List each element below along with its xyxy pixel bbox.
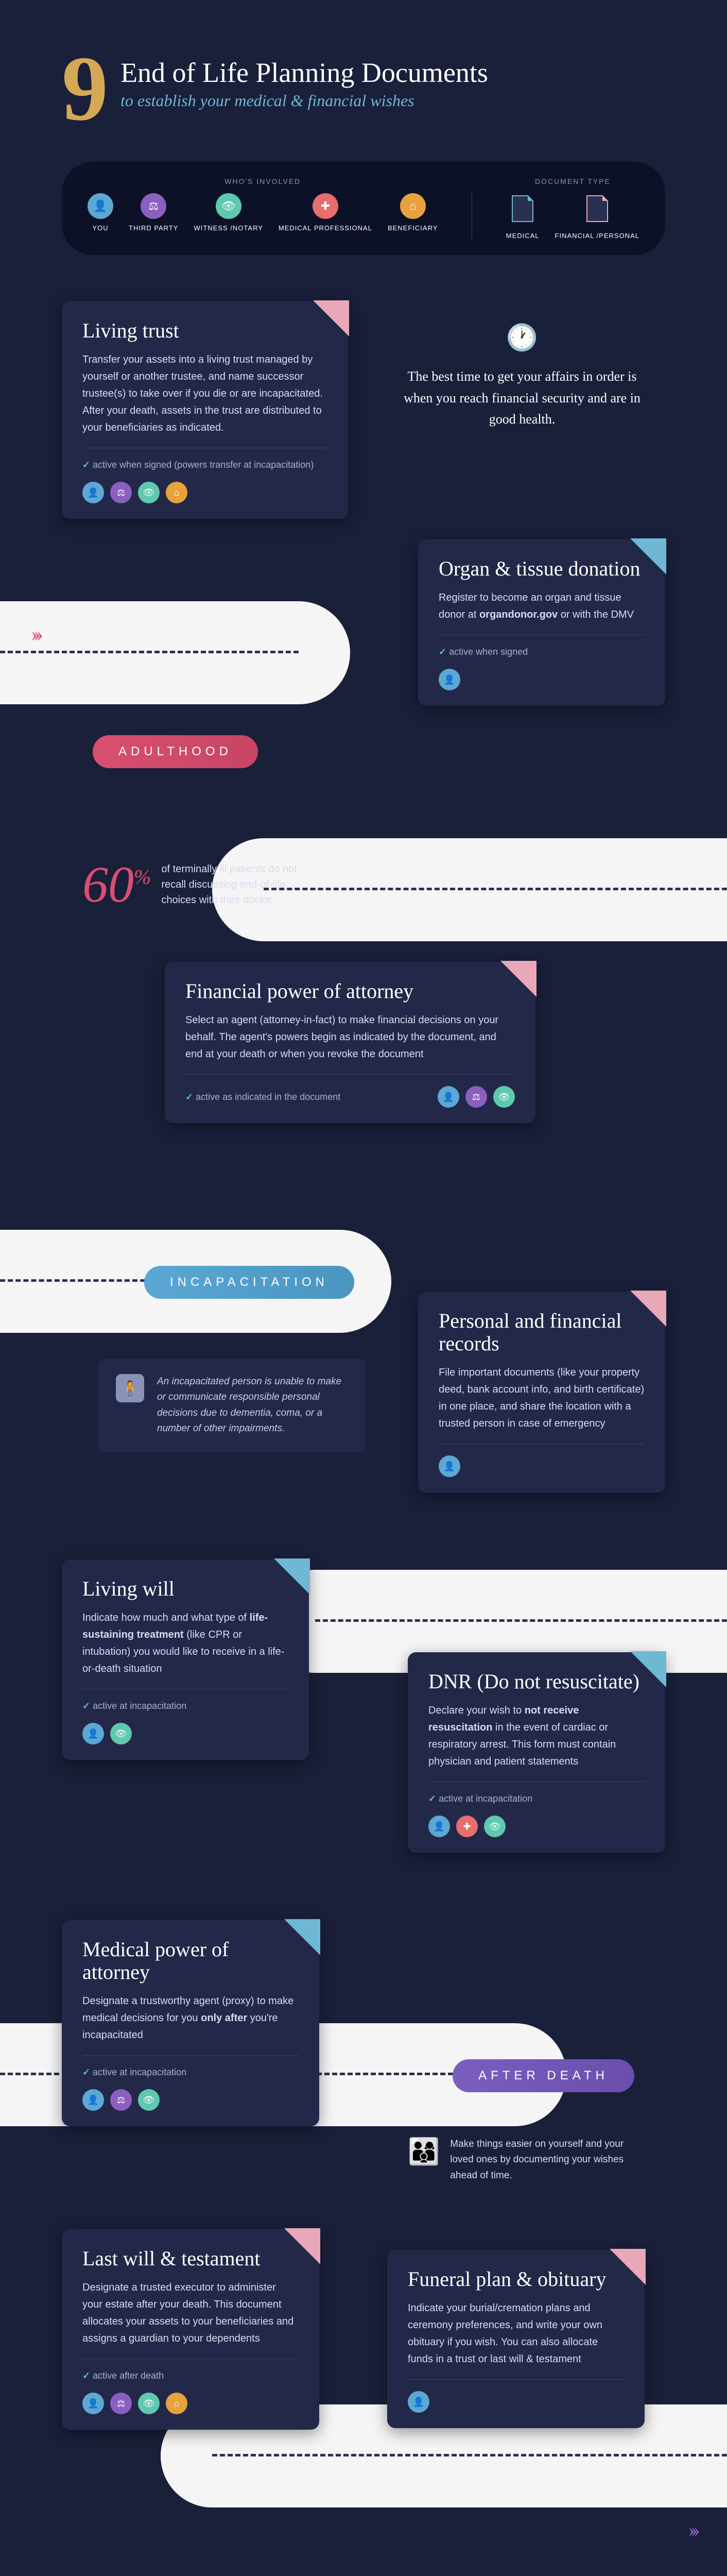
witness-icon: 👁 (138, 2089, 160, 2111)
header-title: End of Life Planning Documents (120, 57, 488, 89)
corner-icon (274, 1558, 310, 1595)
after-death-info: Make things easier on yourself and your … (450, 2137, 645, 2183)
infographic-container: 9 End of Life Planning Documents to esta… (0, 0, 727, 2576)
card-fpoa: Financial power of attorney Select an ag… (165, 962, 535, 1123)
card-living-will: Living will Indicate how much and what t… (62, 1560, 309, 1760)
you-icon: 👤 (438, 1086, 459, 1108)
corner-icon (500, 961, 536, 997)
stat-block: 60% of terminally ill patients do not re… (62, 849, 336, 921)
corner-icon (630, 538, 666, 574)
legend-involved-label: WHO'S INVOLVED (88, 177, 438, 185)
stage-after-death: AFTER DEATH (453, 2059, 634, 2092)
main-content: Living trust Transfer your assets into a… (0, 270, 727, 2576)
you-icon: 👤 (82, 482, 104, 503)
witness-icon: 👁 (216, 193, 241, 219)
incapacitation-info: 🧍 An incapacitated person is unable to m… (98, 1359, 366, 1452)
card-dnr: DNR (Do not resuscitate) Declare your wi… (408, 1652, 665, 1853)
third-party-icon: ⚖ (110, 2393, 132, 2414)
medical-icon: ✚ (456, 1816, 478, 1837)
third-party-icon: ⚖ (110, 482, 132, 503)
corner-icon (313, 300, 349, 336)
header: 9 End of Life Planning Documents to esta… (0, 0, 727, 146)
corner-icon (630, 1291, 666, 1327)
chevron-icon: ››› (31, 622, 39, 646)
you-icon: 👤 (408, 2391, 429, 2413)
witness-icon: 👁 (110, 1723, 132, 1744)
card-organ-donation: Organ & tissue donation Register to beco… (418, 539, 665, 706)
card-funeral: Funeral plan & obituary Indicate your bu… (387, 2250, 645, 2428)
intro-callout: 🕐 The best time to get your affairs in o… (379, 301, 665, 446)
header-subtitle: to establish your medical & financial wi… (120, 91, 488, 110)
third-party-icon: ⚖ (141, 193, 166, 219)
clock-icon: 🕐 (394, 317, 650, 358)
you-icon: 👤 (82, 2393, 104, 2414)
chevron-icon: ››› (688, 2518, 696, 2542)
witness-icon: 👁 (493, 1086, 515, 1108)
doc-financial-icon (584, 193, 610, 227)
you-icon: 👤 (82, 2089, 104, 2111)
stage-adulthood: ADULTHOOD (93, 735, 258, 768)
third-party-icon: ⚖ (465, 1086, 487, 1108)
beneficiary-icon: ⌂ (400, 193, 426, 219)
legend-doctype-label: DOCUMENT TYPE (506, 177, 639, 185)
stage-incapacitation: INCAPACITATION (144, 1266, 354, 1299)
you-icon: 👤 (428, 1816, 450, 1837)
road-segment (0, 601, 350, 704)
you-icon: 👤 (82, 1723, 104, 1744)
medical-icon: ✚ (313, 193, 338, 219)
card-mpoa: Medical power of attorney Designate a tr… (62, 1920, 319, 2126)
witness-icon: 👁 (138, 2393, 160, 2414)
beneficiary-icon: ⌂ (166, 482, 187, 503)
card-last-will: Last will & testament Designate a truste… (62, 2229, 319, 2430)
you-icon: 👤 (88, 193, 113, 219)
witness-icon: 👁 (138, 482, 160, 503)
corner-icon (284, 1919, 320, 1955)
beneficiary-icon: ⌂ (166, 2393, 187, 2414)
doc-medical-icon (510, 193, 535, 227)
you-icon: 👤 (439, 669, 460, 690)
card-records: Personal and financial records File impo… (418, 1292, 665, 1493)
you-icon: 👤 (439, 1455, 460, 1477)
person-icon: 🧍 (116, 1374, 144, 1402)
witness-icon: 👁 (484, 1816, 506, 1837)
header-number: 9 (62, 52, 108, 126)
third-party-icon: ⚖ (110, 2089, 132, 2111)
card-living-trust: Living trust Transfer your assets into a… (62, 301, 348, 519)
corner-icon (630, 1651, 666, 1687)
legend: WHO'S INVOLVED 👤YOU ⚖THIRD PARTY 👁WITNES… (62, 162, 665, 255)
corner-icon (284, 2228, 320, 2264)
corner-icon (610, 2249, 646, 2285)
family-icon: 👨‍👩‍👦 (408, 2137, 440, 2167)
